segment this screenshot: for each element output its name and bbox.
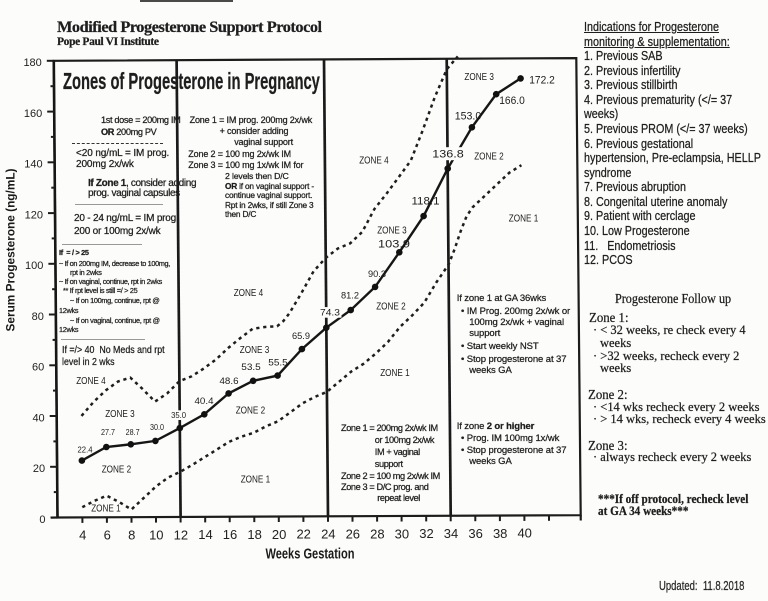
svg-text:ZONE 2: ZONE 2 [236,406,266,417]
svg-text:24: 24 [321,527,335,542]
svg-text:12: 12 [174,527,188,542]
svg-text:180: 180 [23,57,41,69]
svg-text:36: 36 [468,526,482,541]
svg-text:74.3: 74.3 [320,308,340,318]
svg-text:4: 4 [79,528,86,543]
svg-text:166.0: 166.0 [499,95,525,107]
svg-text:ZONE 4: ZONE 4 [76,376,106,387]
svg-text:8: 8 [128,528,135,543]
svg-text:Weeks Gestation: Weeks Gestation [266,547,355,563]
svg-text:ZONE 2: ZONE 2 [474,152,504,163]
svg-text:40: 40 [517,526,531,541]
svg-text:22.4: 22.4 [78,446,94,455]
svg-text:40: 40 [32,412,44,424]
svg-text:ZONE 1: ZONE 1 [91,504,121,515]
svg-text:ZONE 3: ZONE 3 [240,345,270,356]
svg-text:28.7: 28.7 [126,428,140,437]
svg-text:80: 80 [32,311,44,323]
svg-text:ZONE 3: ZONE 3 [105,409,135,420]
svg-text:153.0: 153.0 [455,111,482,123]
svg-text:40.4: 40.4 [195,396,214,406]
svg-text:38: 38 [493,526,507,541]
svg-text:140: 140 [24,159,42,171]
svg-text:118.1: 118.1 [412,196,440,208]
svg-text:6: 6 [104,528,111,543]
svg-text:22: 22 [296,527,310,542]
svg-text:16: 16 [223,527,237,542]
svg-text:103.9: 103.9 [378,239,410,251]
svg-text:ZONE 3: ZONE 3 [377,226,407,237]
svg-text:34: 34 [444,526,458,541]
svg-text:ZONE 1: ZONE 1 [380,368,410,379]
svg-text:65.9: 65.9 [292,331,310,341]
svg-text:ZONE 2: ZONE 2 [376,302,406,313]
svg-text:26: 26 [346,527,360,542]
svg-text:14: 14 [198,527,212,542]
svg-text:172.2: 172.2 [529,75,555,87]
svg-text:53.5: 53.5 [241,362,261,372]
svg-text:81.2: 81.2 [341,291,359,301]
svg-text:ZONE 1: ZONE 1 [509,214,539,225]
svg-text:18: 18 [247,527,261,542]
svg-text:0: 0 [39,514,45,526]
svg-text:28: 28 [370,526,384,541]
svg-text:48.6: 48.6 [220,376,239,386]
svg-text:ZONE 4: ZONE 4 [234,288,264,299]
svg-text:90.3: 90.3 [368,269,386,279]
svg-text:ZONE 2: ZONE 2 [102,465,132,476]
svg-text:ZONE 4: ZONE 4 [359,156,389,167]
svg-text:120: 120 [25,209,43,221]
svg-text:Serum Progesterone (ng/mL): Serum Progesterone (ng/mL) [6,168,18,331]
svg-text:30: 30 [395,526,409,541]
svg-text:35.0: 35.0 [171,411,186,420]
svg-text:55.5: 55.5 [268,357,288,367]
svg-text:100: 100 [25,260,43,272]
svg-text:32: 32 [419,526,433,541]
svg-text:ZONE 3: ZONE 3 [464,72,494,83]
svg-text:20: 20 [272,527,286,542]
svg-text:20: 20 [33,463,45,475]
svg-text:160: 160 [24,108,42,120]
svg-text:60: 60 [32,362,44,374]
svg-text:ZONE 1: ZONE 1 [241,474,271,485]
svg-text:10: 10 [149,527,163,542]
svg-text:30.0: 30.0 [150,423,165,432]
svg-text:27.7: 27.7 [101,428,115,437]
svg-text:136.8: 136.8 [432,149,464,161]
